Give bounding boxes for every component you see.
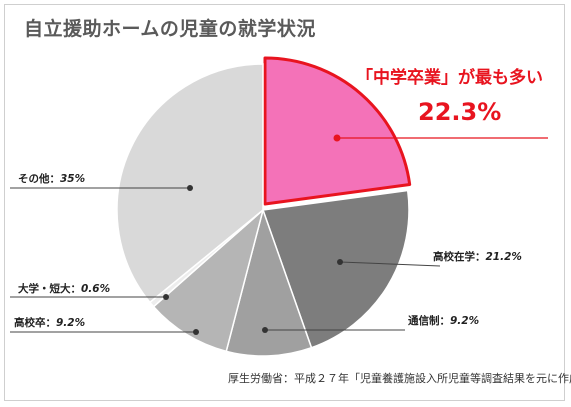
chart-title: 自立援助ホームの児童の就学状況 [24, 18, 316, 40]
slice-value-6: 35% [60, 173, 85, 185]
pie-slice-1 [263, 56, 412, 206]
slice-labels: 高校在学：21.2%通信制：9.2%高校卒：9.2%大学・短大：0.6%その他：… [14, 172, 522, 329]
leader-dot-1 [333, 134, 341, 142]
callout-percentage: 22.3% [418, 98, 502, 126]
slice-label-2: 高校在学：21.2% [433, 250, 522, 263]
leader-dot-3 [262, 327, 268, 333]
slice-label-3: 通信制：9.2% [408, 314, 479, 327]
pie-slice-4 [152, 207, 265, 353]
slice-label-4: 高校卒：9.2% [14, 316, 85, 329]
slice-category-6: その他： [18, 172, 60, 185]
callout-heading: 「中学卒業」が最も多い [356, 68, 543, 88]
slice-label-6: その他：35% [18, 172, 85, 185]
slice-category-3: 通信制： [408, 314, 450, 327]
pie-slices [116, 56, 412, 357]
slice-value-5: 0.6% [81, 283, 110, 295]
slice-category-4: 高校卒： [14, 316, 56, 329]
leader-dot-5 [163, 294, 169, 300]
leader-dot-6 [187, 185, 193, 191]
slice-value-3: 9.2% [450, 315, 479, 327]
slice-label-5: 大学・短大：0.6% [18, 282, 110, 295]
pie-slice-2 [261, 189, 410, 349]
slice-category-5: 大学・短大： [18, 282, 81, 295]
slice-value-2: 21.2% [486, 251, 522, 263]
source-note: 厚生労働省：平成２７年「児童養護施設入所児童等調査結果を元に作成 [228, 372, 571, 385]
pie-slice-6 [116, 63, 264, 304]
slice-category-2: 高校在学： [433, 250, 486, 263]
leader-lines [10, 134, 548, 335]
leader-dot-4 [193, 329, 199, 335]
leader-line-2 [339, 261, 441, 267]
pie-slice-3 [225, 207, 313, 357]
slice-value-4: 9.2% [56, 317, 85, 329]
leader-dot-2 [337, 259, 343, 265]
